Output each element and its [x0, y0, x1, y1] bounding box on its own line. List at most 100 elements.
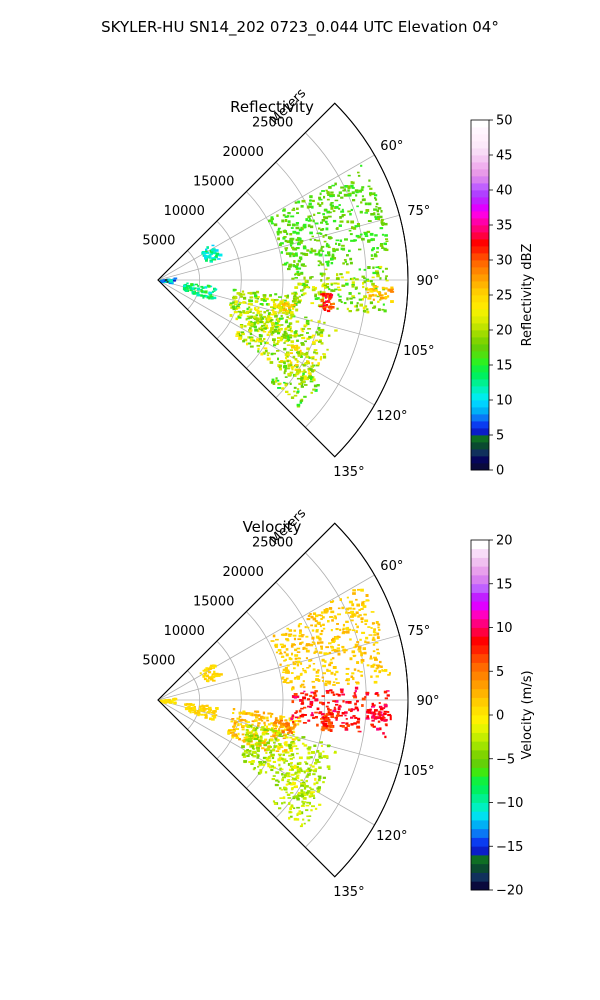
- echo-gate: [307, 224, 311, 228]
- echo-gate: [280, 725, 283, 728]
- echo-gate: [356, 603, 361, 606]
- echo-gate: [374, 658, 378, 661]
- echo-gate: [335, 227, 339, 230]
- echo-gate: [210, 249, 215, 252]
- echo-gate: [316, 787, 320, 790]
- echo-gate: [248, 761, 252, 764]
- echo-gate: [213, 290, 216, 292]
- echo-gate: [256, 714, 259, 718]
- echo-gate: [295, 308, 299, 312]
- echo-gate: [360, 617, 364, 621]
- echo-gate: [172, 279, 176, 282]
- echo-gate: [262, 763, 266, 766]
- echo-gate: [259, 303, 263, 306]
- echo-gate: [305, 218, 308, 220]
- echo-gate: [276, 732, 281, 735]
- echo-gate: [250, 726, 253, 729]
- echo-gate: [291, 300, 295, 303]
- echo-gate: [280, 251, 283, 254]
- echo-gate: [381, 246, 384, 249]
- echo-gate: [300, 703, 304, 705]
- echo-gate: [285, 390, 289, 393]
- echo-gate: [322, 306, 326, 309]
- echo-gate: [323, 216, 326, 219]
- echo-gate: [198, 709, 203, 712]
- echo-gate: [344, 185, 349, 188]
- echo-gate: [293, 725, 296, 728]
- echo-gate: [374, 217, 377, 220]
- echo-gate: [313, 349, 318, 352]
- echo-gate: [293, 764, 297, 768]
- echo-gate: [374, 294, 377, 297]
- echo-gate: [253, 735, 258, 739]
- echo-gate: [273, 745, 278, 747]
- echo-gate: [335, 239, 340, 242]
- colorbar-segment: [471, 232, 489, 240]
- colorbar-segment: [471, 881, 489, 891]
- echo-gate: [381, 717, 385, 721]
- echo-gate: [370, 712, 374, 715]
- echo-gate: [325, 227, 329, 231]
- panel-title: Reflectivity: [230, 98, 314, 116]
- echo-gate: [301, 227, 304, 231]
- echo-gate: [352, 715, 356, 717]
- echo-gate: [304, 316, 308, 319]
- echo-gate: [363, 280, 366, 284]
- echo-gate: [276, 379, 280, 382]
- echo-gate: [266, 333, 270, 337]
- echo-gate: [370, 238, 373, 242]
- echo-gate: [311, 680, 315, 683]
- echo-gate: [290, 717, 294, 721]
- echo-gate: [285, 783, 289, 786]
- echo-gate: [291, 686, 295, 689]
- echo-gate: [341, 645, 345, 649]
- echo-gate: [291, 714, 295, 718]
- echo-gate: [372, 713, 376, 716]
- echo-gate: [207, 710, 212, 713]
- echo-gate: [277, 229, 280, 231]
- colorbar-tick-label: 35: [496, 219, 513, 234]
- echo-gate: [330, 293, 334, 297]
- echo-gate: [341, 284, 346, 287]
- echo-gate: [280, 242, 284, 245]
- echo-gate: [209, 253, 213, 256]
- echo-gate: [327, 254, 331, 257]
- echo-gate: [293, 785, 297, 789]
- echo-gate: [320, 279, 323, 282]
- echo-gate: [362, 647, 367, 651]
- echo-gate: [267, 745, 271, 749]
- echo-gate: [286, 355, 289, 358]
- echo-gate: [233, 720, 237, 723]
- echo-gate: [363, 277, 366, 280]
- colorbar-segment: [471, 636, 489, 646]
- echo-gate: [360, 661, 363, 664]
- echo-gate: [295, 332, 298, 336]
- echo-gate: [356, 223, 361, 226]
- echo-gate: [269, 751, 273, 754]
- echo-gate: [240, 326, 244, 329]
- echo-gate: [355, 191, 359, 194]
- echo-gate: [291, 700, 295, 704]
- echo-gate: [205, 295, 208, 297]
- echo-gate: [374, 287, 378, 291]
- echo-gate: [267, 755, 271, 759]
- echo-gate: [301, 781, 306, 784]
- echo-gate: [206, 296, 211, 299]
- echo-gate: [355, 286, 358, 290]
- echo-gate: [245, 724, 249, 727]
- echo-gate: [284, 328, 287, 331]
- echo-gate: [218, 673, 223, 676]
- echo-gate: [311, 636, 315, 640]
- echo-gate: [371, 282, 375, 286]
- echo-gate: [266, 716, 269, 720]
- echo-gate: [320, 342, 324, 345]
- echo-gate: [338, 705, 342, 708]
- echo-gate: [302, 785, 306, 788]
- echo-gate: [354, 278, 359, 281]
- echo-gate: [368, 179, 371, 182]
- echo-gate: [353, 646, 356, 649]
- echo-gate: [290, 753, 295, 756]
- echo-gate: [200, 713, 204, 716]
- echo-gate: [252, 733, 257, 737]
- echo-gate: [360, 164, 363, 167]
